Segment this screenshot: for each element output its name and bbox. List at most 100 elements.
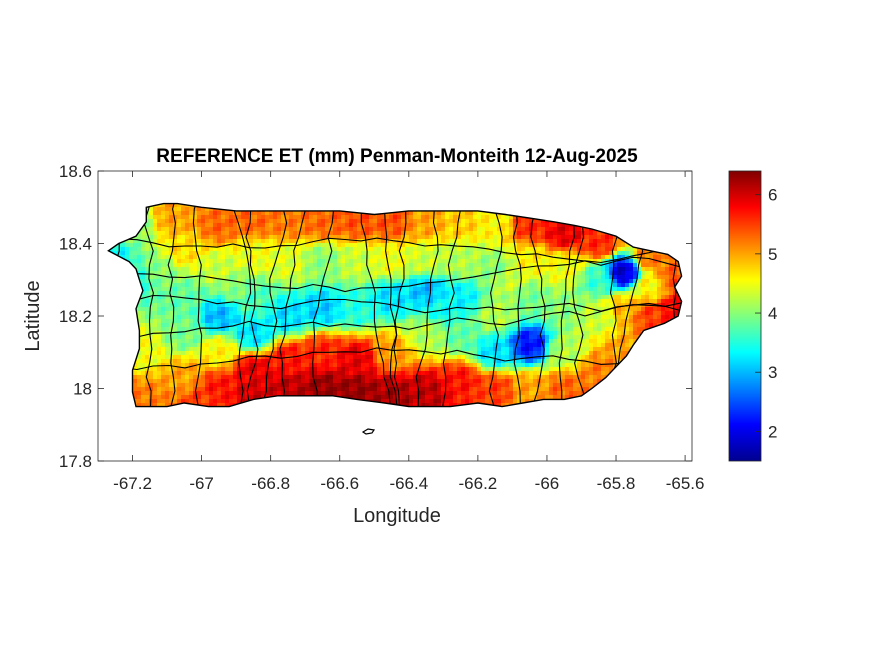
- heatmap-cell: [229, 279, 234, 284]
- heatmap-cell: [313, 251, 318, 256]
- heatmap-cell: [237, 299, 242, 304]
- heatmap-cell: [193, 215, 198, 220]
- heatmap-cell: [469, 271, 474, 276]
- heatmap-cell: [305, 215, 310, 220]
- heatmap-cell: [349, 211, 354, 216]
- heatmap-cell: [653, 251, 658, 256]
- heatmap-cell: [273, 211, 278, 216]
- heatmap-cell: [461, 255, 466, 260]
- heatmap-cell: [261, 267, 266, 272]
- heatmap-cell: [501, 255, 506, 260]
- heatmap-cell: [465, 235, 470, 240]
- heatmap-cell: [265, 327, 270, 332]
- heatmap-cell: [189, 319, 194, 324]
- heatmap-cell: [233, 235, 238, 240]
- heatmap-cell: [673, 275, 678, 280]
- heatmap-cell: [169, 219, 174, 224]
- heatmap-cell: [501, 299, 506, 304]
- heatmap-cell: [325, 315, 330, 320]
- heatmap-cell: [625, 307, 630, 312]
- heatmap-cell: [441, 287, 446, 292]
- heatmap-cell: [617, 307, 622, 312]
- heatmap-cell: [325, 223, 330, 228]
- heatmap-cell: [449, 315, 454, 320]
- heatmap-cell: [537, 251, 542, 256]
- heatmap-cell: [545, 291, 550, 296]
- heatmap-cell: [417, 311, 422, 316]
- heatmap-cell: [209, 255, 214, 260]
- heatmap-cell: [693, 275, 698, 280]
- heatmap-cell: [501, 263, 506, 268]
- heatmap-cell: [149, 303, 154, 308]
- heatmap-cell: [449, 307, 454, 312]
- heatmap-cell: [273, 287, 278, 292]
- heatmap-cell: [457, 275, 462, 280]
- heatmap-cell: [361, 247, 366, 252]
- heatmap-cell: [201, 299, 206, 304]
- heatmap-cell: [257, 319, 262, 324]
- heatmap-cell: [553, 243, 558, 248]
- heatmap-cell: [677, 271, 682, 276]
- heatmap-cell: [157, 323, 162, 328]
- heatmap-cell: [185, 315, 190, 320]
- heatmap-cell: [245, 315, 250, 320]
- heatmap-cell: [569, 231, 574, 236]
- heatmap-cell: [289, 239, 294, 244]
- heatmap-cell: [197, 259, 202, 264]
- heatmap-cell: [557, 267, 562, 272]
- heatmap-cell: [493, 307, 498, 312]
- heatmap-cell: [405, 255, 410, 260]
- heatmap-cell: [477, 215, 482, 220]
- heatmap-cell: [357, 303, 362, 308]
- heatmap-cell: [581, 279, 586, 284]
- heatmap-cell: [509, 235, 514, 240]
- heatmap-cell: [545, 255, 550, 260]
- heatmap-cell: [541, 283, 546, 288]
- heatmap-cell: [405, 231, 410, 236]
- heatmap-cell: [153, 303, 158, 308]
- heatmap-cell: [321, 287, 326, 292]
- heatmap-cell: [353, 315, 358, 320]
- heatmap-cell: [337, 239, 342, 244]
- heatmap-cell: [181, 235, 186, 240]
- heatmap-cell: [265, 263, 270, 268]
- heatmap-cell: [637, 291, 642, 296]
- heatmap-cell: [453, 319, 458, 324]
- heatmap-cell: [181, 215, 186, 220]
- heatmap-cell: [309, 311, 314, 316]
- heatmap-cell: [509, 243, 514, 248]
- heatmap-cell: [385, 303, 390, 308]
- heatmap-cell: [137, 319, 142, 324]
- heatmap-cell: [333, 231, 338, 236]
- heatmap-cell: [533, 327, 538, 332]
- heatmap-cell: [257, 239, 262, 244]
- heatmap-cell: [165, 259, 170, 264]
- heatmap-cell: [437, 215, 442, 220]
- heatmap-cell: [293, 219, 298, 224]
- heatmap-cell: [309, 223, 314, 228]
- heatmap-cell: [213, 231, 218, 236]
- heatmap-cell: [457, 235, 462, 240]
- heatmap-cell: [161, 219, 166, 224]
- heatmap-cell: [625, 271, 630, 276]
- heatmap-cell: [145, 327, 150, 332]
- heatmap-cell: [149, 259, 154, 264]
- heatmap-cell: [565, 243, 570, 248]
- heatmap-cell: [221, 319, 226, 324]
- heatmap-cell: [509, 283, 514, 288]
- heatmap-cell: [157, 223, 162, 228]
- heatmap-cell: [197, 243, 202, 248]
- heatmap-cell: [249, 307, 254, 312]
- heatmap-cell: [585, 315, 590, 320]
- heatmap-cell: [209, 231, 214, 236]
- heatmap-cell: [297, 247, 302, 252]
- heatmap-cell: [401, 255, 406, 260]
- heatmap-cell: [633, 271, 638, 276]
- heatmap-cell: [381, 323, 386, 328]
- heatmap-cell: [333, 319, 338, 324]
- heatmap-cell: [313, 255, 318, 260]
- heatmap-cell: [445, 239, 450, 244]
- heatmap-cell: [141, 299, 146, 304]
- heatmap-cell: [581, 251, 586, 256]
- heatmap-cell: [409, 275, 414, 280]
